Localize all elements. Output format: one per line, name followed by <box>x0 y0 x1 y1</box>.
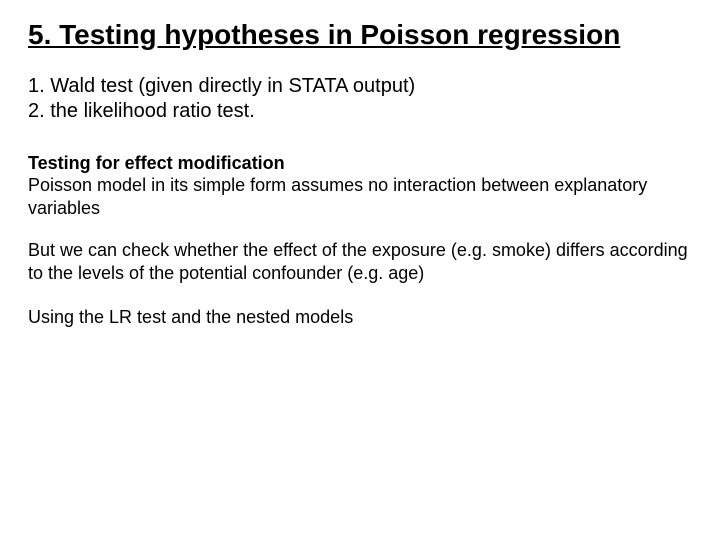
section-paragraph: Using the LR test and the nested models <box>28 306 692 329</box>
slide-title: 5. Testing hypotheses in Poisson regress… <box>28 18 692 52</box>
section-subheading: Testing for effect modification <box>28 152 692 175</box>
section-paragraph: But we can check whether the effect of t… <box>28 239 692 284</box>
test-list: 1. Wald test (given directly in STATA ou… <box>28 74 692 124</box>
slide: 5. Testing hypotheses in Poisson regress… <box>0 0 720 540</box>
section-paragraph: Poisson model in its simple form assumes… <box>28 174 692 219</box>
list-item: 2. the likelihood ratio test. <box>28 99 692 124</box>
effect-modification-section: Testing for effect modification Poisson … <box>28 152 692 329</box>
list-item: 1. Wald test (given directly in STATA ou… <box>28 74 692 99</box>
